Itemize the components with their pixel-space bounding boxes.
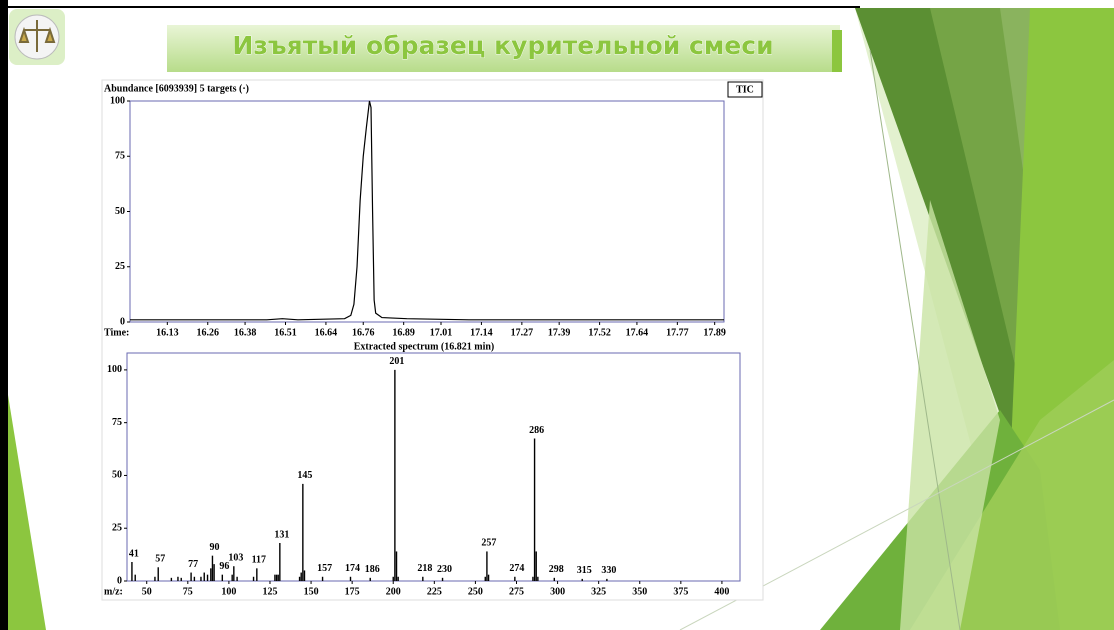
x-tick-label: 100	[221, 586, 236, 597]
y-tick-label: 25	[115, 261, 125, 272]
peak-label: 315	[577, 565, 592, 576]
x-tick-label: 16.51	[274, 327, 297, 338]
peak-label: 201	[389, 356, 404, 367]
y-tick-label: 0	[117, 575, 122, 586]
x-tick-label: 17.77	[666, 327, 689, 338]
peak-label: 117	[252, 555, 266, 566]
x-tick-label: 16.26	[196, 327, 219, 338]
x-tick-label: 17.27	[511, 327, 534, 338]
x-axis-label: m/z:	[104, 586, 123, 597]
y-tick-label: 50	[112, 470, 122, 481]
x-tick-label: 17.14	[470, 327, 493, 338]
peak-label: 103	[228, 553, 243, 564]
peak-label: 174	[345, 563, 360, 574]
x-tick-label: 150	[304, 586, 319, 597]
slide-title: Изъятый образец курительной смеси	[232, 31, 773, 60]
y-tick-label: 0	[120, 316, 125, 327]
x-tick-label: 75	[183, 586, 193, 597]
logo	[9, 9, 65, 65]
peak-label: 230	[437, 564, 452, 575]
x-tick-label: 375	[673, 586, 688, 597]
x-tick-label: 17.64	[626, 327, 649, 338]
x-tick-label: 325	[591, 586, 606, 597]
y-tick-label: 50	[115, 206, 125, 217]
peak-label: 77	[188, 559, 198, 570]
x-tick-label: 400	[714, 586, 729, 597]
chart-panel	[102, 80, 763, 600]
y-tick-label: 75	[112, 417, 122, 428]
x-tick-label: 17.89	[703, 327, 726, 338]
x-tick-label: 16.64	[315, 327, 338, 338]
peak-label: 298	[549, 564, 564, 575]
x-tick-label: 275	[509, 586, 524, 597]
x-tick-label: 16.13	[156, 327, 179, 338]
slide: Изъятый образец курительной смеси Abunda…	[0, 0, 1114, 630]
legend-label: TIC	[736, 84, 754, 95]
x-tick-label: 17.39	[548, 327, 571, 338]
peak-label: 57	[155, 554, 165, 565]
peak-label: 274	[509, 563, 524, 574]
x-tick-label: 16.38	[234, 327, 257, 338]
chart-title: Abundance [6093939] 5 targets (·)	[104, 83, 249, 94]
x-tick-label: 16.76	[352, 327, 375, 338]
x-tick-label: 17.52	[588, 327, 611, 338]
x-tick-label: 175	[345, 586, 360, 597]
x-tick-label: 225	[427, 586, 442, 597]
x-tick-label: 350	[632, 586, 647, 597]
peak-label: 218	[417, 563, 432, 574]
peak-label: 145	[297, 470, 312, 481]
y-tick-label: 25	[112, 523, 122, 534]
peak-label: 330	[601, 565, 616, 576]
peak-label: 41	[129, 548, 139, 559]
y-tick-label: 75	[115, 151, 125, 162]
peak-label: 131	[274, 529, 289, 540]
banner-edge	[832, 30, 842, 72]
x-tick-label: 250	[468, 586, 483, 597]
peak-label: 286	[529, 425, 544, 436]
x-tick-label: 50	[142, 586, 152, 597]
peak-label: 186	[365, 564, 380, 575]
x-axis-label: Time:	[104, 327, 129, 338]
x-tick-label: 125	[262, 586, 277, 597]
peak-label: 90	[209, 542, 219, 553]
x-tick-label: 17.01	[430, 327, 453, 338]
y-tick-label: 100	[110, 95, 125, 106]
chart-title: Extracted spectrum (16.821 min)	[354, 341, 495, 352]
y-tick-label: 100	[107, 364, 122, 375]
peak-label: 257	[481, 538, 496, 549]
x-tick-label: 300	[550, 586, 565, 597]
peak-label: 157	[317, 563, 332, 574]
x-tick-label: 16.89	[392, 327, 415, 338]
x-tick-label: 200	[386, 586, 401, 597]
